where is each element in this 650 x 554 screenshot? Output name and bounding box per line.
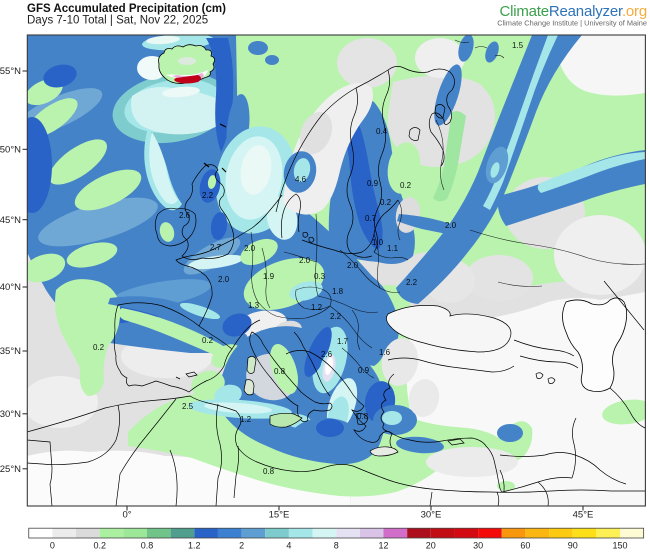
svg-text:0.8: 0.8 — [141, 541, 154, 551]
svg-text:ClimateReanalyzer.org: ClimateReanalyzer.org — [499, 3, 647, 20]
svg-text:40°N: 40°N — [0, 282, 21, 293]
svg-text:45°E: 45°E — [573, 510, 594, 521]
svg-text:2.6: 2.6 — [179, 211, 191, 220]
svg-text:30°E: 30°E — [421, 510, 442, 521]
svg-text:1.0: 1.0 — [372, 238, 384, 247]
svg-text:2.0: 2.0 — [445, 221, 457, 230]
svg-text:2.7: 2.7 — [210, 243, 222, 252]
svg-text:0.2: 0.2 — [202, 336, 214, 345]
svg-text:0.9: 0.9 — [367, 179, 379, 188]
svg-text:Days 7-10 Total | Sat, Nov 22,: Days 7-10 Total | Sat, Nov 22, 2025 — [27, 14, 208, 26]
svg-text:2.2: 2.2 — [202, 191, 214, 200]
svg-text:15°E: 15°E — [269, 510, 290, 521]
svg-text:2.0: 2.0 — [244, 244, 256, 253]
svg-text:1.3: 1.3 — [248, 301, 260, 310]
svg-text:0.3: 0.3 — [314, 272, 326, 281]
svg-text:1.2: 1.2 — [240, 415, 252, 424]
svg-text:1.6: 1.6 — [379, 348, 391, 357]
svg-text:0°: 0° — [122, 510, 131, 521]
svg-text:55°N: 55°N — [0, 66, 21, 77]
svg-text:50°N: 50°N — [0, 145, 21, 156]
svg-text:4: 4 — [286, 541, 291, 551]
svg-text:150: 150 — [612, 541, 627, 551]
svg-text:0.2: 0.2 — [400, 181, 412, 190]
svg-text:8: 8 — [334, 541, 339, 551]
svg-text:2.0: 2.0 — [299, 256, 311, 265]
svg-text:2.0: 2.0 — [347, 261, 359, 270]
svg-text:0: 0 — [50, 541, 55, 551]
svg-text:0.9: 0.9 — [358, 366, 370, 375]
svg-text:1.9: 1.9 — [263, 272, 275, 281]
svg-text:20: 20 — [426, 541, 436, 551]
svg-text:2.2: 2.2 — [406, 278, 418, 287]
svg-text:1.5: 1.5 — [512, 41, 524, 50]
svg-text:1.2: 1.2 — [188, 541, 201, 551]
svg-text:12: 12 — [378, 541, 388, 551]
svg-text:2.2: 2.2 — [330, 312, 342, 321]
svg-text:GFS Accumulated Precipitation: GFS Accumulated Precipitation (cm) — [27, 3, 226, 15]
svg-text:4.6: 4.6 — [295, 175, 307, 184]
svg-text:0.8: 0.8 — [357, 412, 369, 421]
svg-text:2.6: 2.6 — [321, 350, 333, 359]
svg-text:35°N: 35°N — [0, 346, 21, 357]
svg-text:0.8: 0.8 — [274, 367, 286, 376]
svg-text:30: 30 — [473, 541, 483, 551]
svg-text:25°N: 25°N — [0, 464, 21, 475]
svg-text:0.4: 0.4 — [376, 127, 388, 136]
svg-text:2.5: 2.5 — [182, 402, 194, 411]
svg-text:1.1: 1.1 — [387, 244, 399, 253]
svg-text:2: 2 — [239, 541, 244, 551]
svg-text:2.0: 2.0 — [218, 275, 230, 284]
svg-text:45°N: 45°N — [0, 215, 21, 226]
svg-text:1.2: 1.2 — [311, 303, 323, 312]
svg-text:90: 90 — [568, 541, 578, 551]
svg-text:1.7: 1.7 — [337, 337, 349, 346]
svg-text:60: 60 — [520, 541, 530, 551]
svg-text:0.2: 0.2 — [93, 541, 106, 551]
svg-text:0.2: 0.2 — [380, 198, 392, 207]
svg-text:1.8: 1.8 — [332, 287, 344, 296]
svg-text:30°N: 30°N — [0, 409, 21, 420]
svg-text:Climate Change Institute | Uni: Climate Change Institute | University of… — [497, 18, 647, 27]
svg-text:0.2: 0.2 — [93, 343, 105, 352]
svg-text:0.8: 0.8 — [263, 467, 275, 476]
svg-text:0.7: 0.7 — [365, 214, 377, 223]
